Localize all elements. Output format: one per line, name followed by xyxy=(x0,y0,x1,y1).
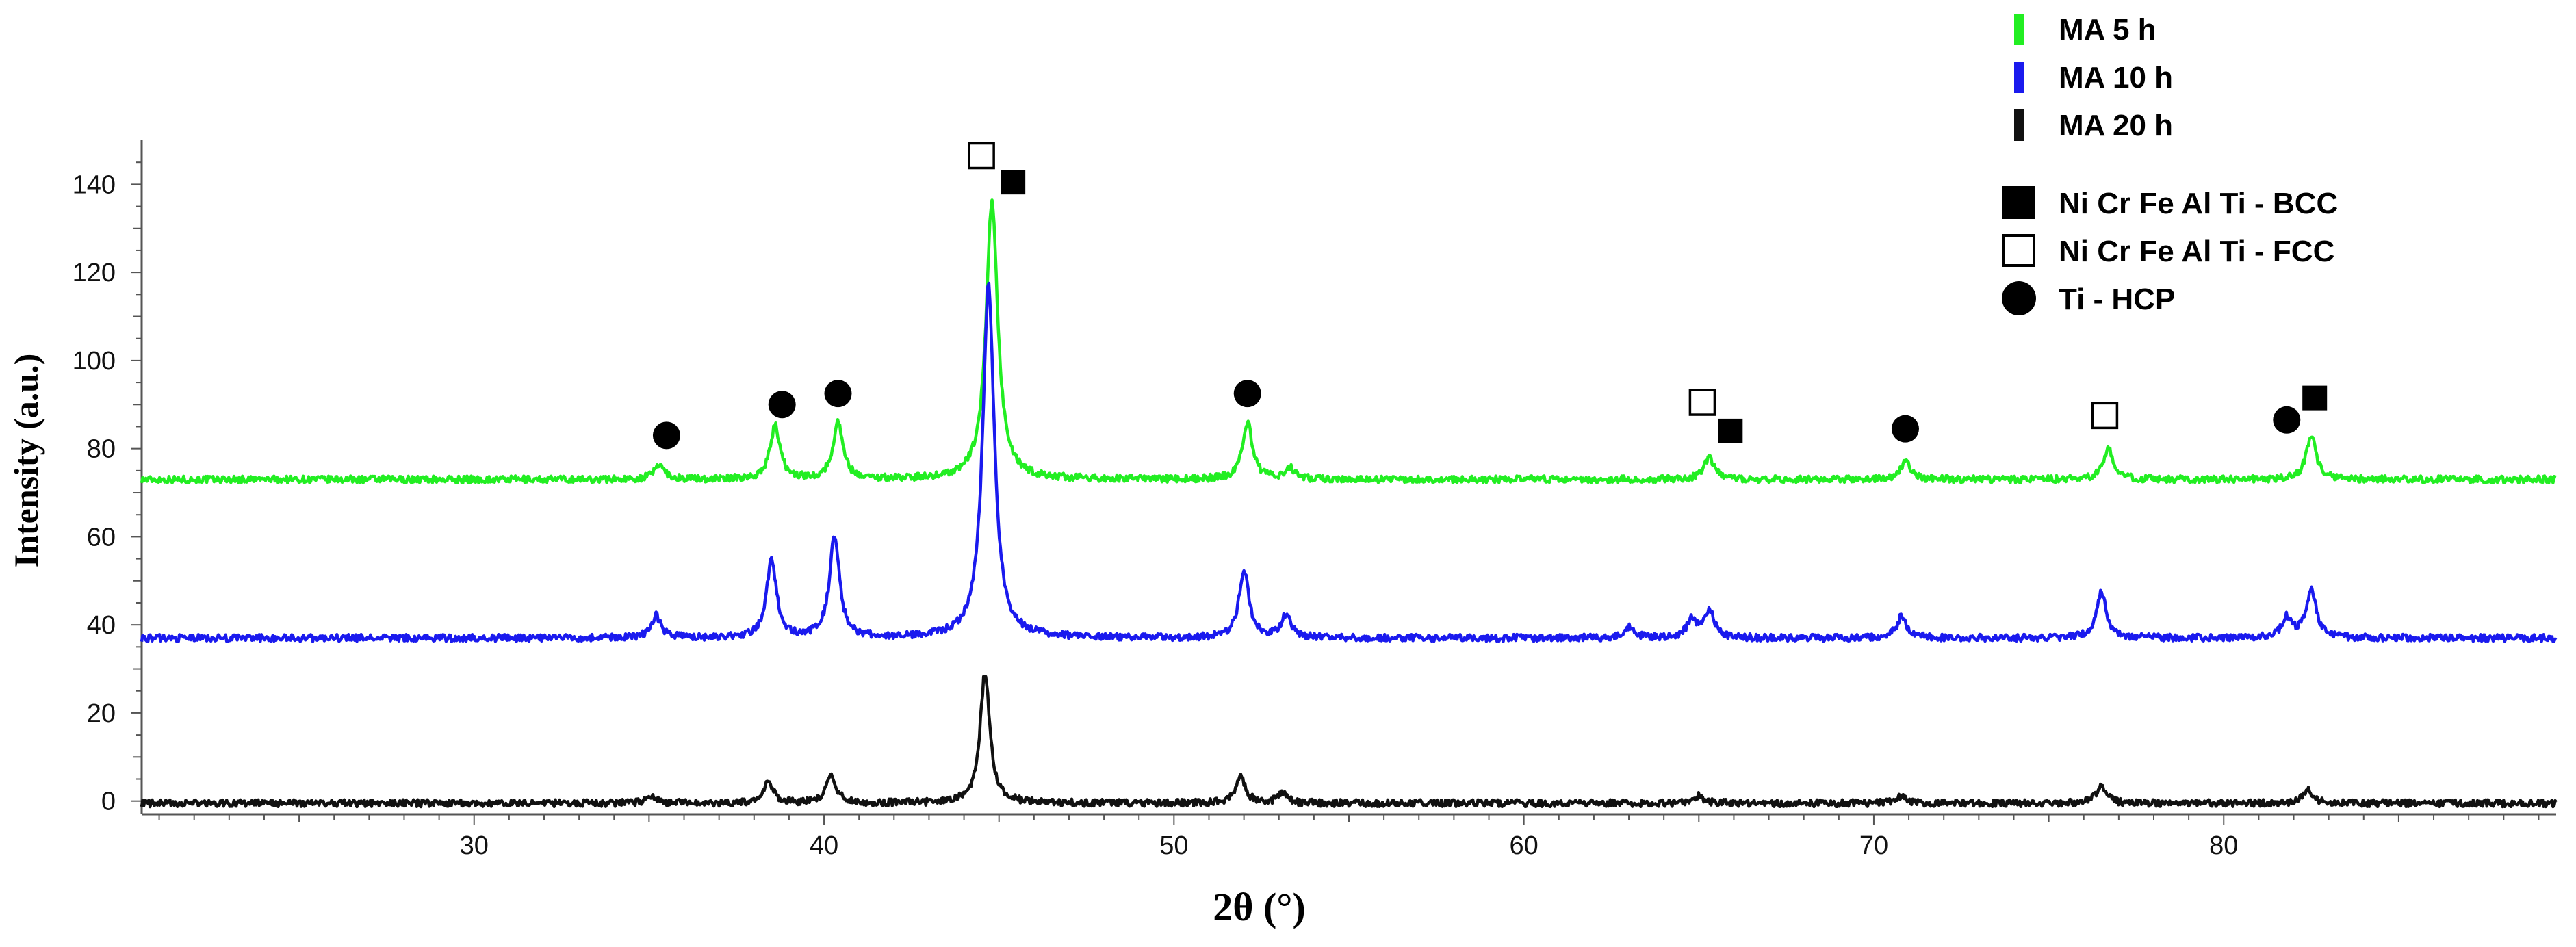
legend-label-0: MA 5 h xyxy=(2059,13,2156,47)
y-tick-label: 80 xyxy=(87,435,116,464)
hcp-marker xyxy=(768,391,796,419)
x-tick-label: 40 xyxy=(810,831,838,860)
axes: 30 40 50 60 70 80 0 20 40 60 80 100 120 140 xyxy=(73,140,2556,860)
y-axis-title: Intensity (a.u.) xyxy=(7,354,45,568)
series-line-0 xyxy=(140,198,2557,485)
x-tick-label: 50 xyxy=(1159,831,1188,860)
legend-label-1: MA 10 h xyxy=(2059,61,2173,94)
hcp-marker xyxy=(652,421,680,450)
bcc-marker xyxy=(1001,170,1026,195)
series-layer xyxy=(140,198,2558,809)
hcp-marker xyxy=(1891,415,1919,443)
y-tick-label: 140 xyxy=(73,170,116,199)
x-tick-label: 30 xyxy=(460,831,489,860)
legend-swatch-1 xyxy=(2014,62,2024,93)
fcc-marker xyxy=(968,142,995,170)
series-line-2 xyxy=(140,675,2558,809)
legend-phase-label-0: Ni Cr Fe Al Ti - BCC xyxy=(2059,187,2338,220)
y-tick-label: 0 xyxy=(101,788,116,816)
phase-markers xyxy=(652,142,2328,450)
bcc-marker xyxy=(1718,418,1743,443)
legend: MA 5 h MA 10 h MA 20 h Ni Cr Fe Al Ti - BCC… xyxy=(2002,13,2338,316)
y-tick-label: 120 xyxy=(73,259,116,287)
hcp-marker xyxy=(1233,380,1261,408)
x-axis-title: 2θ (°) xyxy=(1213,885,1306,929)
hcp-marker xyxy=(2273,406,2301,434)
filled-square-icon xyxy=(2002,186,2035,219)
filled-circle-icon xyxy=(2002,281,2036,315)
series-line-1 xyxy=(140,281,2558,643)
fcc-marker xyxy=(1688,389,1716,416)
x-tick-label: 70 xyxy=(1859,831,1888,860)
fcc-marker xyxy=(2091,402,2119,430)
legend-swatch-2 xyxy=(2014,109,2024,141)
legend-phase-label-1: Ni Cr Fe Al Ti - FCC xyxy=(2059,235,2334,268)
legend-label-2: MA 20 h xyxy=(2059,109,2173,142)
y-tick-label: 20 xyxy=(87,699,116,728)
x-tick-label: 60 xyxy=(1510,831,1538,860)
hcp-marker xyxy=(824,380,852,408)
y-tick-label: 40 xyxy=(87,611,116,640)
legend-phase-label-2: Ti - HCP xyxy=(2059,283,2175,316)
legend-swatch-0 xyxy=(2014,14,2024,45)
x-tick-label: 80 xyxy=(2209,831,2238,860)
open-square-icon xyxy=(2002,234,2035,267)
y-tick-label: 60 xyxy=(87,523,116,552)
y-tick-label: 100 xyxy=(73,347,116,376)
bcc-marker xyxy=(2302,385,2328,411)
